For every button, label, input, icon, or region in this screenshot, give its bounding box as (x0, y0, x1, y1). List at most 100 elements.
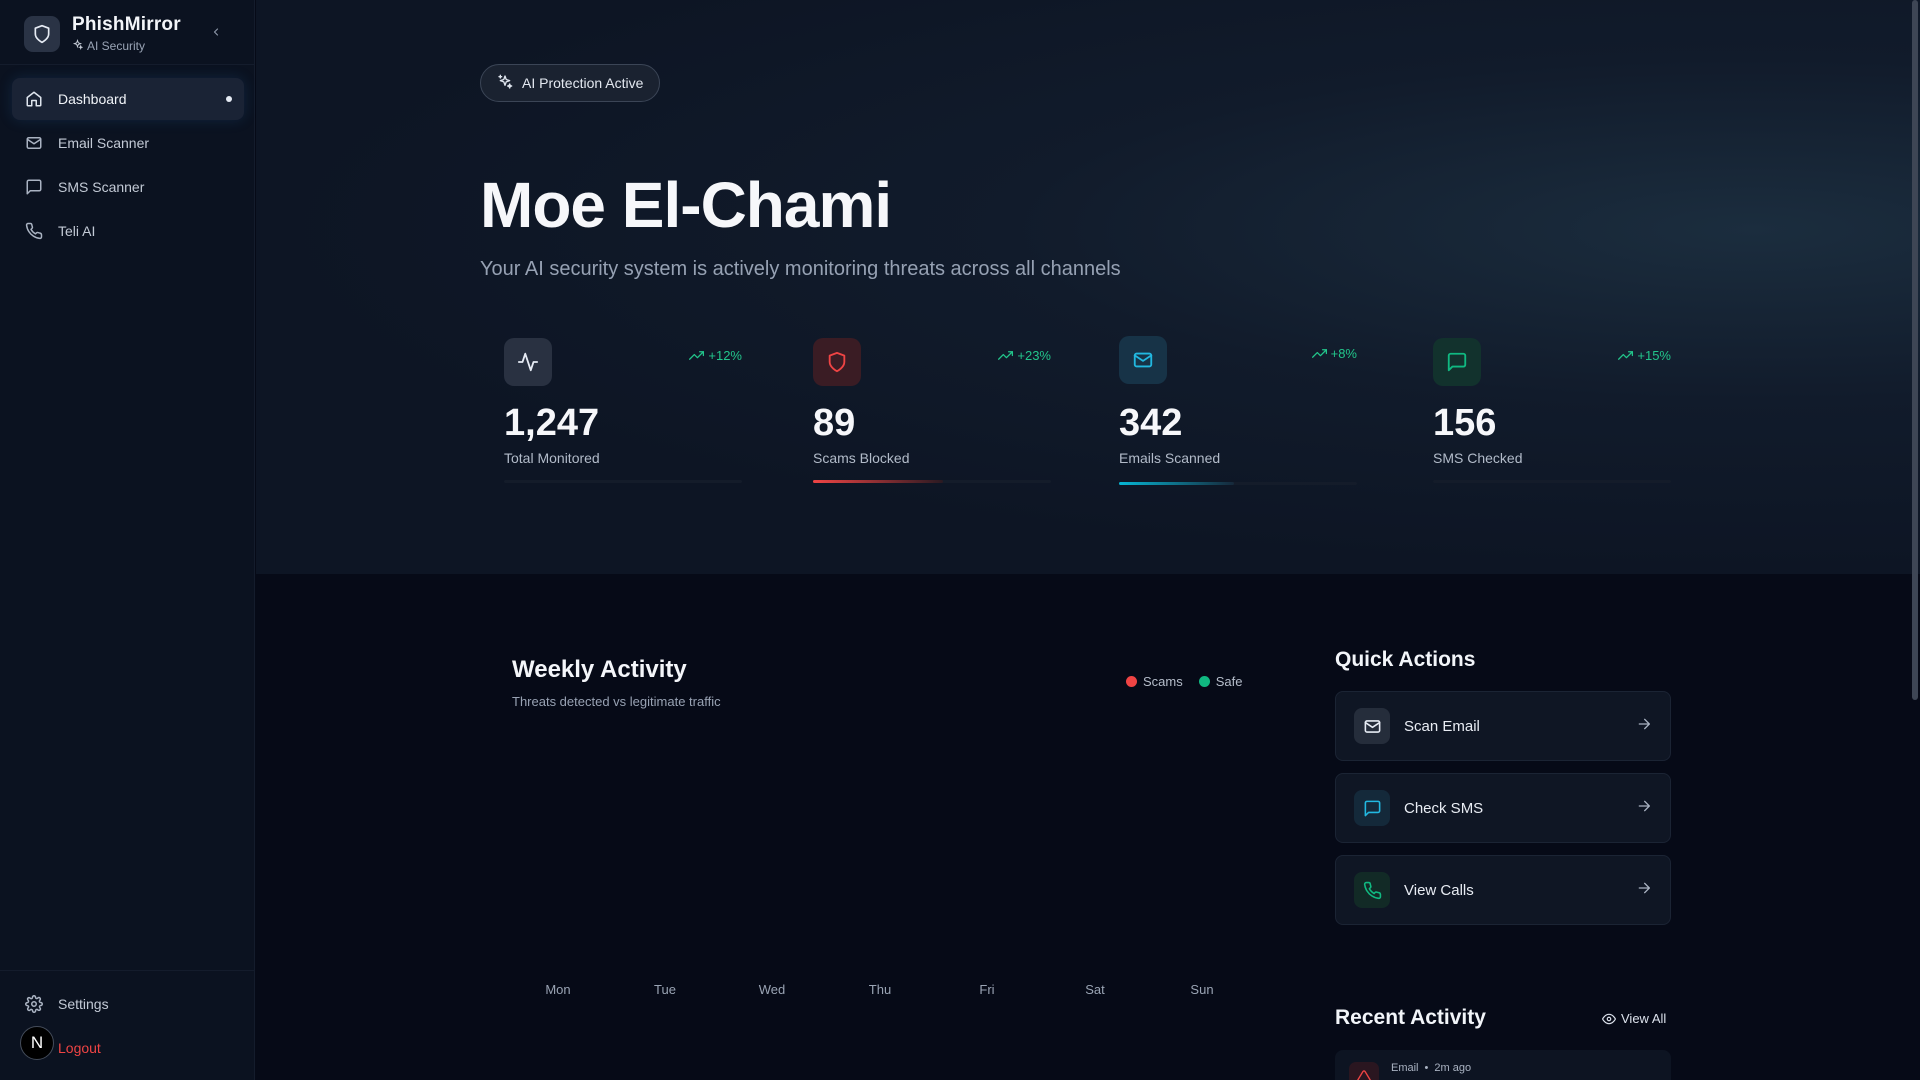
sidebar-item-settings[interactable]: Settings (12, 983, 244, 1025)
stat-value: 89 (813, 402, 856, 444)
action-label: Check SMS (1404, 799, 1484, 817)
page-scrollbar[interactable] (1912, 0, 1918, 700)
trending-up-icon (1311, 349, 1327, 358)
green-dot-icon (1198, 676, 1210, 687)
stat-change-value: +12% (708, 348, 742, 363)
brand-subtitle: AI Security (87, 39, 146, 53)
hero-subtitle: Your AI security system is actively moni… (480, 258, 1121, 280)
chevron-left-icon (213, 28, 219, 36)
sidebar-item-teli-ai[interactable]: Teli AI (12, 210, 244, 252)
message-icon (24, 177, 44, 197)
eye-icon (1602, 1013, 1616, 1024)
stat-value: 156 (1433, 402, 1497, 444)
avatar[interactable]: N (20, 1026, 54, 1060)
recent-activity-item[interactable]: Email • 2m ago (1335, 1050, 1671, 1080)
legend-item-scams: Scams (1126, 674, 1183, 689)
action-label: View Calls (1404, 881, 1474, 899)
stat-label: Emails Scanned (1119, 450, 1221, 466)
trending-up-icon (689, 351, 705, 360)
phone-icon (24, 221, 44, 241)
day-label: Fri (979, 982, 995, 997)
trending-up-icon (1618, 351, 1634, 360)
separator-dot: • (1424, 1062, 1429, 1074)
gear-icon (24, 994, 44, 1014)
phone-icon (1354, 872, 1390, 908)
day-label: Tue (654, 982, 676, 997)
stat-value: 342 (1119, 402, 1183, 444)
activity-icon (504, 338, 552, 386)
sidebar-item-label: Email Scanner (58, 135, 150, 151)
shield-logo-icon (24, 15, 60, 52)
badge-label: AI Protection Active (522, 75, 644, 91)
legend-item-safe: Safe (1198, 674, 1243, 689)
stat-change-value: +8% (1330, 346, 1357, 361)
activity-type: Email (1391, 1062, 1419, 1074)
sidebar-divider (0, 64, 255, 65)
red-dot-icon (1126, 676, 1137, 687)
stat-label: Scams Blocked (813, 450, 910, 466)
stat-progress-bar (813, 480, 1051, 483)
stat-progress-bar (1433, 480, 1671, 483)
ai-protection-badge: AI Protection Active (480, 64, 661, 102)
day-label: Thu (868, 982, 892, 997)
collapse-sidebar-button[interactable] (206, 22, 226, 42)
sidebar-item-email-scanner[interactable]: Email Scanner (12, 122, 244, 164)
view-all-label: View All (1621, 1011, 1667, 1026)
sidebar: PhishMirror AI Security Dashboard Email … (0, 0, 255, 1080)
day-label: Wed (758, 982, 786, 997)
mail-icon (1354, 708, 1390, 744)
logout-label: Logout (58, 1040, 101, 1056)
stat-card-total-monitored: +12% 1,247 Total Monitored (504, 338, 742, 498)
weekly-activity-title: Weekly Activity (512, 656, 687, 683)
sparkle-icon (497, 74, 513, 93)
sidebar-item-label: SMS Scanner (58, 179, 145, 195)
sidebar-item-label: Dashboard (58, 91, 127, 107)
day-label: Sun (1190, 982, 1214, 997)
arrow-right-icon (1636, 880, 1652, 901)
legend-label: Scams (1143, 674, 1183, 689)
view-calls-button[interactable]: View Calls (1335, 855, 1671, 925)
trending-up-icon (998, 351, 1014, 360)
brand-name: PhishMirror (72, 14, 181, 35)
alert-triangle-icon (1349, 1062, 1379, 1080)
stat-change: +15% (1618, 348, 1671, 363)
view-all-link[interactable]: View All (1602, 1011, 1666, 1026)
sidebar-item-sms-scanner[interactable]: SMS Scanner (12, 166, 244, 208)
stat-value: 1,247 (504, 402, 600, 444)
active-indicator-dot (226, 96, 232, 102)
day-label: Mon (545, 982, 571, 997)
legend-label: Safe (1215, 674, 1243, 689)
sidebar-divider (0, 970, 255, 971)
sparkle-icon (72, 38, 84, 53)
logout-button[interactable]: Logout (12, 1027, 244, 1069)
stat-change: +12% (689, 348, 742, 363)
sidebar-item-dashboard[interactable]: Dashboard (12, 78, 244, 120)
sidebar-nav: Dashboard Email Scanner SMS Scanner Teli… (12, 78, 244, 254)
mail-icon (24, 133, 44, 153)
recent-activity-title: Recent Activity (1335, 1006, 1486, 1029)
brand[interactable]: PhishMirror AI Security (24, 14, 181, 53)
arrow-right-icon (1636, 716, 1652, 737)
stat-change: +8% (1311, 346, 1357, 361)
shield-icon (813, 338, 861, 386)
user-name-heading: Moe El-Chami (480, 169, 892, 241)
day-label: Sat (1085, 982, 1105, 997)
sidebar-item-label: Teli AI (58, 223, 96, 239)
mail-icon (1119, 336, 1167, 384)
sidebar-item-label: Settings (58, 996, 109, 1012)
stat-progress-bar (1119, 482, 1357, 485)
scan-email-button[interactable]: Scan Email (1335, 691, 1671, 761)
stat-label: SMS Checked (1433, 450, 1523, 466)
stat-progress-bar (504, 480, 742, 483)
stat-change-value: +23% (1017, 348, 1051, 363)
arrow-right-icon (1636, 798, 1652, 819)
check-sms-button[interactable]: Check SMS (1335, 773, 1671, 843)
action-label: Scan Email (1404, 717, 1480, 735)
message-icon (1354, 790, 1390, 826)
message-icon (1433, 338, 1481, 386)
activity-time: 2m ago (1434, 1062, 1472, 1074)
chart-legend: Scams Safe (1126, 674, 1242, 689)
stat-card-scams-blocked: +23% 89 Scams Blocked (813, 338, 1051, 498)
stat-card-emails-scanned: +8% 342 Emails Scanned (1119, 336, 1357, 496)
stat-card-sms-checked: +15% 156 SMS Checked (1433, 338, 1671, 498)
